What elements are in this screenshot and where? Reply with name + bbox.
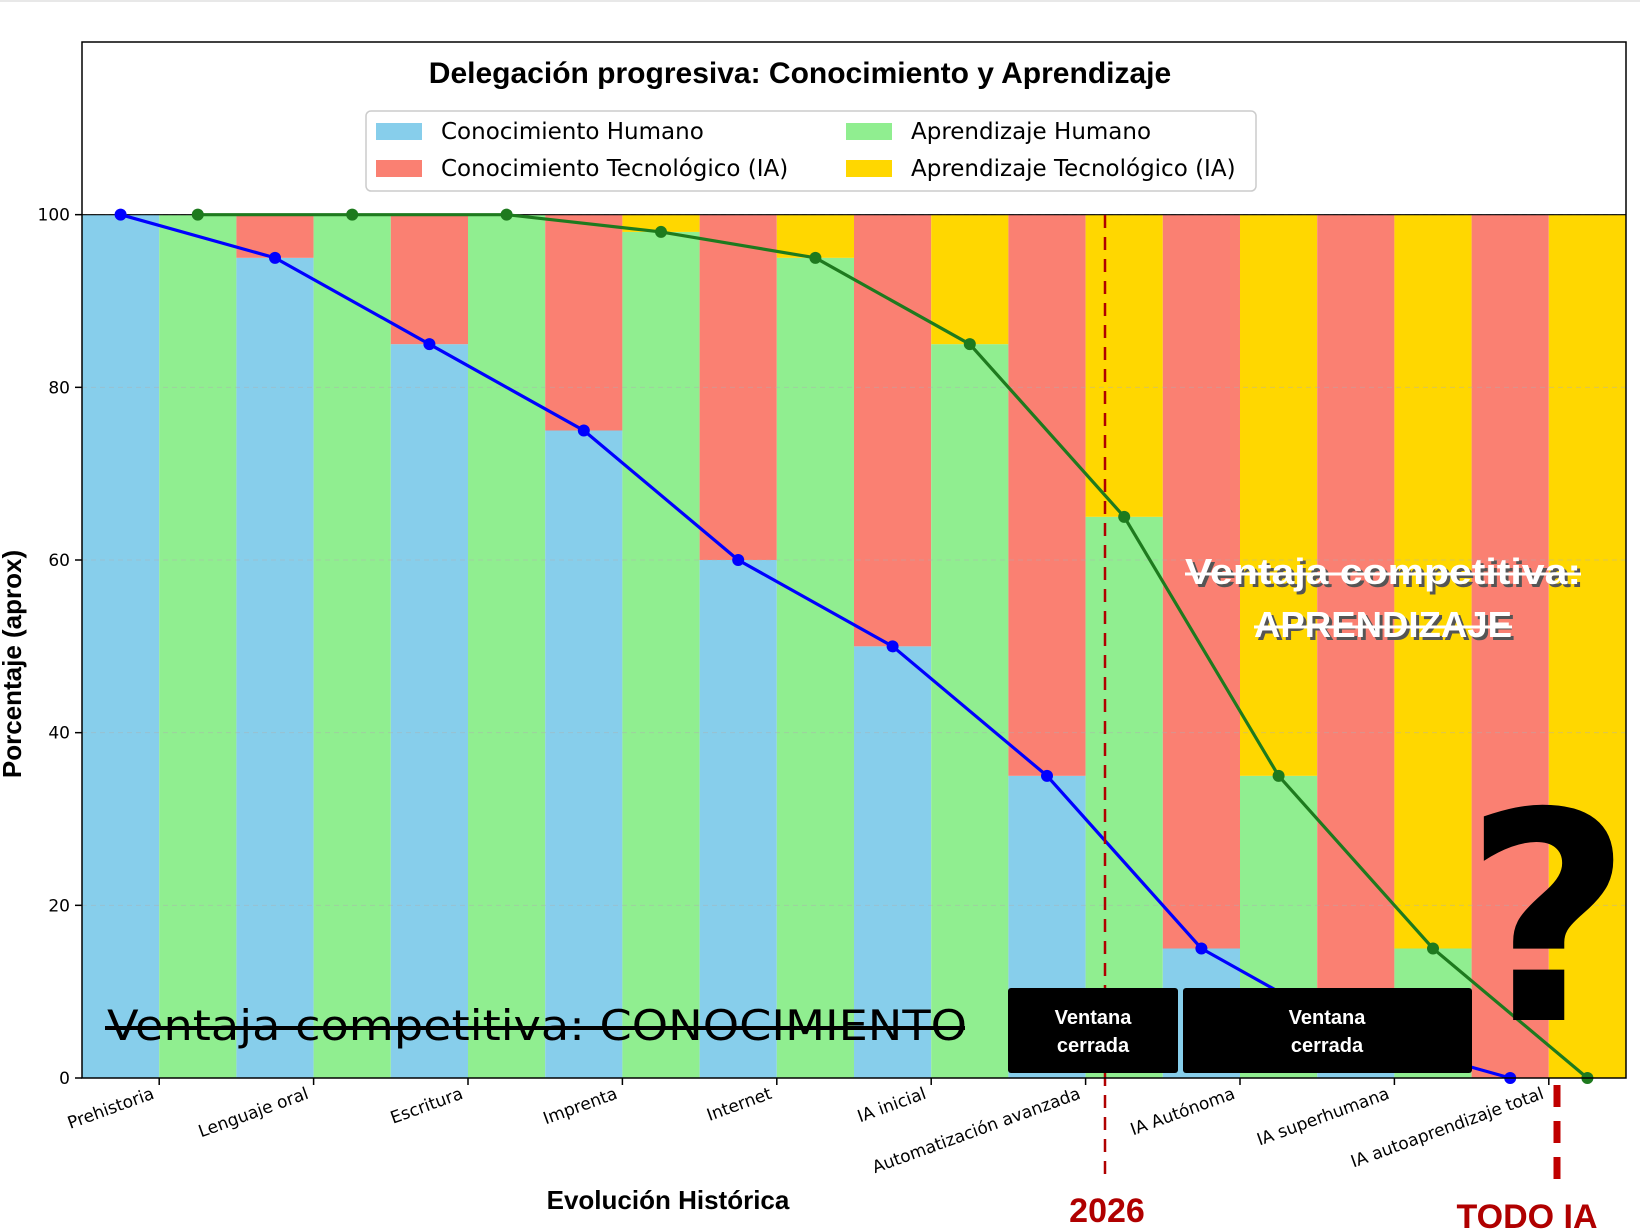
bar-conocimiento-tecnologico (1317, 214, 1395, 1035)
aprendizaje-humano-line (197, 213, 1589, 1080)
legend-frame (365, 110, 1257, 192)
bar-aprendizaje-humano (776, 257, 854, 1078)
learning-advantage-line1: Ventaja competitiva: (1185, 551, 1581, 592)
conocimiento-humano-point (732, 554, 745, 566)
closed-window-box-1 (1008, 988, 1178, 1073)
aprendizaje-humano-point (655, 225, 667, 238)
conocimiento-humano-point (114, 208, 127, 221)
legend-swatch (376, 160, 422, 177)
legend-label: Conocimiento Tecnológico (IA) (441, 156, 788, 182)
aprendizaje-humano-point (809, 251, 822, 264)
x-axis-title: Evolución Histórica (547, 1185, 790, 1215)
y-tick-label: 0 (59, 1069, 70, 1089)
bar-aprendizaje-humano (313, 214, 391, 1078)
bar-conocimiento-humano (390, 344, 468, 1079)
conocimiento-humano-point (423, 338, 436, 351)
aprendizaje-humano-point (346, 208, 359, 221)
annotation-layer: Ventana cerrada Ventana cerrada Ventaja … (105, 215, 1632, 1230)
bar-aprendizaje-tecnologico (1548, 214, 1626, 1078)
bar-conocimiento-tecnologico (854, 214, 932, 647)
bar-aprendizaje-humano (468, 214, 546, 1078)
bar-conocimiento-tecnologico (699, 214, 777, 560)
y-tick-label: 20 (48, 896, 70, 916)
bar-conocimiento-tecnologico (1008, 214, 1086, 776)
bar-aprendizaje-humano (1085, 516, 1163, 1078)
bar-conocimiento-tecnologico (1471, 214, 1549, 1078)
legend: Conocimiento Humano Conocimiento Tecnológ… (365, 110, 1257, 192)
legend-swatch (376, 123, 422, 140)
learning-advantage-line2: APRENDIZAJE (1254, 604, 1512, 645)
bar-conocimiento-tecnologico (545, 214, 623, 431)
legend-swatch (846, 160, 892, 177)
legend-label: Aprendizaje Humano (911, 119, 1151, 145)
aprendizaje-humano-point (1427, 942, 1439, 955)
conocimiento-humano-point (886, 640, 899, 653)
bar-aprendizaje-tecnologico (776, 214, 854, 258)
closed-window-2-line2: cerrada (1291, 1035, 1364, 1057)
conocimiento-humano-point (577, 424, 590, 437)
conocimiento-humano-point (269, 251, 281, 264)
aprendizaje-humano-point (500, 208, 513, 221)
y-tick-label: 100 (38, 206, 70, 226)
bar-aprendizaje-humano (622, 231, 700, 1078)
bar-aprendizaje-tecnologico (622, 214, 700, 232)
conocimiento-humano-point (1195, 942, 1208, 955)
closed-window-1-line2: cerrada (1057, 1035, 1130, 1057)
legend-swatch (846, 123, 892, 140)
bar-aprendizaje-tecnologico (931, 214, 1009, 345)
legend-label: Aprendizaje Tecnológico (IA) (911, 156, 1236, 182)
y-axis-title: Porcentaje (aprox) (0, 550, 27, 778)
aprendizaje-humano-point (963, 338, 976, 351)
y-tick-label: 80 (48, 378, 70, 398)
aprendizaje-humano-point (1272, 769, 1285, 782)
aprendizaje-humano-point (191, 208, 204, 221)
chart-title: Delegación progresiva: Conocimiento y Ap… (429, 57, 1171, 90)
aprendizaje-humano-point (1118, 510, 1131, 523)
bar-conocimiento-humano (236, 257, 314, 1078)
closed-window-2-line1: Ventana (1289, 1007, 1367, 1029)
closed-window-box-2 (1183, 988, 1472, 1073)
y-tick-label: 40 (48, 724, 70, 744)
bar-conocimiento-humano (82, 214, 160, 1078)
knowledge-advantage-label: Ventaja competitiva: CONOCIMIENTO (107, 1001, 967, 1050)
question-mark: ? (1464, 752, 1632, 1089)
conocimiento-humano-point (1041, 769, 1053, 782)
todo-ia-label: TODO IA (1456, 1198, 1597, 1230)
bar-aprendizaje-humano (159, 214, 237, 1078)
bar-conocimiento-humano (545, 430, 623, 1078)
bar-aprendizaje-tecnologico (1394, 214, 1472, 949)
legend-label: Conocimiento Humano (441, 119, 704, 145)
bar-conocimiento-tecnologico (1162, 214, 1240, 949)
closed-window-1-line1: Ventana (1055, 1007, 1133, 1029)
y-tick-label: 60 (48, 551, 70, 571)
bar-conocimiento-humano (699, 560, 777, 1078)
bar-conocimiento-tecnologico (390, 214, 468, 345)
bar-aprendizaje-tecnologico (1085, 214, 1163, 517)
bar-conocimiento-humano (854, 646, 932, 1078)
bar-aprendizaje-tecnologico (1240, 214, 1318, 776)
year-2026-label: 2026 (1069, 1192, 1145, 1230)
